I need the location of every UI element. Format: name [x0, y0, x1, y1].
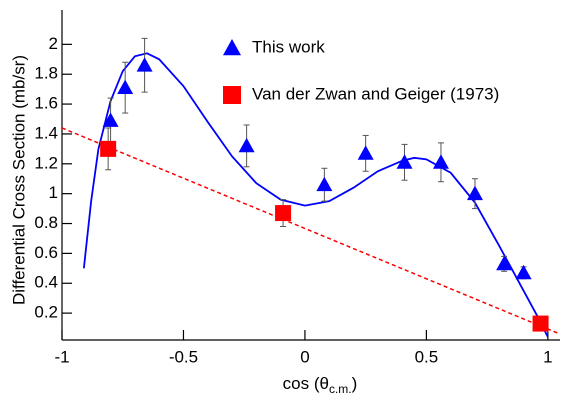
marker	[432, 154, 449, 169]
marker	[515, 264, 532, 280]
x-axis-label-end: )	[352, 374, 358, 393]
marker	[275, 205, 292, 222]
legend-marker	[223, 86, 241, 104]
marker	[238, 137, 255, 153]
legend-label: Van der Zwan and Geiger (1973)	[252, 84, 499, 103]
x-axis-label-sub: c.m.	[329, 382, 352, 396]
y-tick-label: 0.4	[34, 273, 58, 292]
marker	[136, 57, 153, 72]
marker	[357, 145, 374, 160]
marker	[117, 79, 134, 95]
y-tick-label: 2	[49, 34, 58, 53]
y-axis-label: Differential Cross Section (mb/sr)	[9, 55, 28, 305]
y-tick-label: 0.6	[34, 243, 58, 262]
fit-line	[62, 127, 560, 335]
y-tick-label: 0.2	[34, 303, 58, 322]
legend-label: This work	[252, 37, 325, 56]
legend-marker	[223, 39, 241, 56]
marker	[532, 315, 549, 332]
y-tick-label: 1.6	[34, 94, 58, 113]
y-tick-label: 0.8	[34, 213, 58, 232]
x-axis-label: cos (θc.m.)	[283, 374, 358, 396]
y-tick-label: 1	[49, 183, 58, 202]
x-tick-label: -0.5	[169, 347, 198, 366]
y-tick-label: 1.2	[34, 153, 58, 172]
x-tick-label: 0	[300, 347, 309, 366]
marker	[396, 154, 413, 169]
x-tick-label: 1	[543, 347, 552, 366]
x-tick-label: -1	[54, 347, 69, 366]
marker	[316, 176, 333, 192]
y-tick-label: 1.4	[34, 123, 58, 142]
marker	[102, 112, 119, 127]
marker	[100, 140, 117, 157]
marker	[466, 185, 483, 201]
x-axis-label-main: cos (θ	[283, 374, 329, 393]
x-tick-label: 0.5	[415, 347, 439, 366]
marker	[496, 255, 513, 271]
y-tick-label: 1.8	[34, 64, 58, 83]
